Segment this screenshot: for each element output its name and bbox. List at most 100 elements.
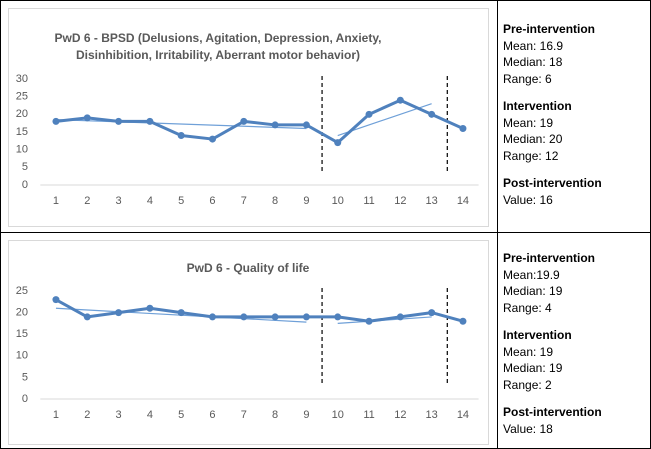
data-point xyxy=(302,313,310,321)
x-tick-label: 4 xyxy=(147,195,153,207)
x-tick-label: 10 xyxy=(332,195,344,207)
stats-heading: Pre-intervention xyxy=(503,22,596,36)
x-tick-label: 9 xyxy=(303,409,309,421)
y-tick-label: 15 xyxy=(16,126,28,138)
data-point xyxy=(177,132,185,140)
stats-heading: Pre-intervention xyxy=(503,251,596,265)
x-tick-label: 8 xyxy=(272,409,278,421)
x-tick-label: 13 xyxy=(426,409,438,421)
stats-line: Mean:19.9 xyxy=(503,267,560,282)
stats-line: Mean: 19 xyxy=(503,344,554,359)
data-point xyxy=(271,313,279,321)
x-tick-label: 6 xyxy=(209,409,215,421)
stats-heading: Post-intervention xyxy=(503,176,602,190)
x-tick-label: 14 xyxy=(457,195,469,207)
y-tick-label: 0 xyxy=(22,393,28,405)
x-tick-label: 2 xyxy=(84,195,90,207)
y-tick-label: 25 xyxy=(16,91,28,103)
x-tick-label: 8 xyxy=(272,195,278,207)
x-tick-label: 9 xyxy=(303,195,309,207)
data-line xyxy=(55,98,464,145)
data-point xyxy=(52,296,60,304)
data-point xyxy=(428,110,436,118)
x-tick-label: 5 xyxy=(178,409,184,421)
x-tick-label: 5 xyxy=(178,195,184,207)
stats-line: Median: 18 xyxy=(503,55,563,69)
stats-line: Median: 20 xyxy=(503,132,563,146)
data-point xyxy=(146,117,154,125)
data-point xyxy=(459,317,467,325)
stats-line: Range: 12 xyxy=(503,148,559,163)
data-point xyxy=(365,317,373,325)
x-tick-label: 4 xyxy=(147,409,153,421)
x-tick-label: 12 xyxy=(394,409,406,421)
x-tick-label: 6 xyxy=(209,195,215,207)
stats-line: Range: 2 xyxy=(503,377,552,392)
data-point xyxy=(428,309,436,317)
data-point xyxy=(334,139,342,147)
y-tick-label: 10 xyxy=(16,350,28,362)
data-point xyxy=(52,117,60,125)
data-point xyxy=(83,114,91,122)
x-tick-label: 10 xyxy=(332,409,344,421)
y-tick-label: 5 xyxy=(22,161,28,173)
stats-line: Range: 6 xyxy=(503,71,552,86)
x-tick-label: 12 xyxy=(394,195,406,207)
y-tick-label: 5 xyxy=(22,371,28,383)
data-point xyxy=(396,313,404,321)
stats-line: Range: 4 xyxy=(503,300,552,315)
data-point xyxy=(396,96,404,104)
data-point xyxy=(177,309,185,317)
x-tick-label: 13 xyxy=(426,195,438,207)
x-tick-label: 7 xyxy=(241,409,247,421)
y-tick-label: 20 xyxy=(16,307,28,319)
data-point xyxy=(115,117,123,125)
chart-title: PwD 6 - Quality of life xyxy=(186,261,310,275)
stats-line: Mean: 16.9 xyxy=(503,38,564,53)
stats-section: Intervention Mean: 19 Median: 20 Range: 12 xyxy=(503,98,602,164)
chart-title: PwD 6 - BPSD (Delusions, Agitation, Depr… xyxy=(54,31,382,62)
data-point xyxy=(240,117,248,125)
data-point xyxy=(302,121,310,129)
chart-frame xyxy=(8,240,489,445)
x-tick-label: 2 xyxy=(84,409,90,421)
data-point xyxy=(115,309,123,317)
data-point xyxy=(146,304,154,312)
x-tick-label: 3 xyxy=(116,195,122,207)
y-tick-label: 10 xyxy=(16,144,28,156)
stats-section: Pre-intervention Mean:19.9 Median: 19 Range… xyxy=(503,250,602,316)
data-point xyxy=(365,110,373,118)
x-tick-label: 1 xyxy=(53,409,59,421)
trend-line xyxy=(55,119,307,130)
stats-line: Mean: 19 xyxy=(503,115,554,130)
stats-heading: Post-intervention xyxy=(503,405,602,419)
y-tick-label: 0 xyxy=(22,179,28,191)
x-tick-label: 3 xyxy=(116,409,122,421)
data-point xyxy=(240,313,248,321)
stats-heading: Intervention xyxy=(503,328,572,342)
y-tick-label: 15 xyxy=(16,328,28,340)
y-tick-label: 20 xyxy=(16,108,28,120)
y-tick-label: 30 xyxy=(16,73,28,85)
stats-heading: Intervention xyxy=(503,99,572,113)
stats-line: Value: 18 xyxy=(503,421,553,436)
x-tick-label: 11 xyxy=(363,409,374,421)
data-point xyxy=(83,313,91,321)
chart-frame xyxy=(8,8,489,227)
stats-line: Value: 16 xyxy=(503,192,553,207)
stats-line: Median: 19 xyxy=(503,361,563,375)
y-tick-label: 25 xyxy=(16,285,28,297)
stats-panel: Pre-intervention Mean: 16.9 Median: 18 Rang… xyxy=(503,21,602,219)
data-point xyxy=(459,124,467,132)
data-point xyxy=(208,313,216,321)
x-tick-label: 1 xyxy=(53,195,59,207)
x-tick-label: 7 xyxy=(241,195,247,207)
data-point xyxy=(208,135,216,143)
stats-section: Post-intervention Value: 18 xyxy=(503,404,602,437)
data-point xyxy=(334,313,342,321)
data-point xyxy=(271,121,279,129)
x-tick-label: 11 xyxy=(363,195,374,207)
x-tick-label: 14 xyxy=(457,409,469,421)
